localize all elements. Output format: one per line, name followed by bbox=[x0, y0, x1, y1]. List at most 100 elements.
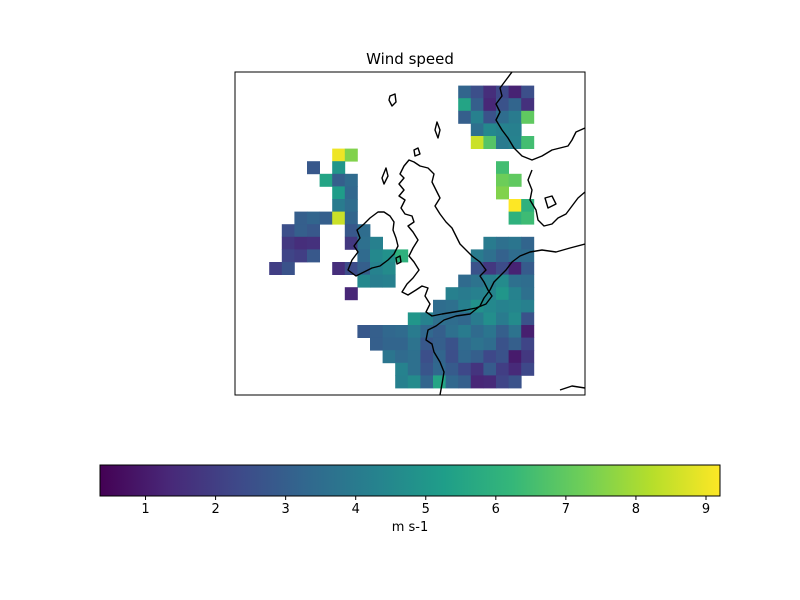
coastline-scandinavia bbox=[495, 72, 585, 161]
grid-cell bbox=[433, 362, 446, 376]
grid-cell bbox=[307, 236, 320, 250]
grid-cell bbox=[382, 249, 396, 263]
grid-cell bbox=[521, 85, 535, 99]
grid-cell bbox=[357, 325, 371, 338]
grid-cell bbox=[521, 337, 535, 351]
grid-cell bbox=[445, 337, 459, 351]
grid-cell bbox=[470, 299, 484, 313]
coastline-hebrides bbox=[381, 167, 389, 185]
grid-cell bbox=[521, 211, 535, 225]
grid-cell bbox=[508, 110, 522, 124]
grid-cell bbox=[508, 337, 522, 351]
grid-cell bbox=[496, 287, 509, 301]
grid-cell bbox=[470, 287, 484, 301]
grid-cell bbox=[407, 337, 421, 351]
grid-cell bbox=[458, 287, 472, 301]
grid-cell bbox=[508, 85, 522, 99]
grid-cell bbox=[458, 362, 472, 376]
grid-cell bbox=[483, 136, 497, 149]
colorbar-label: m s-1 bbox=[392, 520, 429, 535]
grid-cell bbox=[445, 287, 459, 301]
grid-cell bbox=[470, 375, 484, 389]
grid-cell bbox=[407, 362, 421, 376]
colorbar-tick-label: 1 bbox=[141, 502, 149, 517]
grid-cell bbox=[344, 262, 358, 275]
grid-cell bbox=[420, 337, 434, 351]
grid-cell bbox=[382, 262, 396, 275]
grid-cell bbox=[281, 236, 295, 250]
grid-cell bbox=[294, 224, 308, 238]
grid-cell bbox=[521, 136, 535, 149]
grid-cell bbox=[445, 299, 459, 313]
grid-cell bbox=[332, 211, 346, 225]
grid-cell bbox=[496, 136, 509, 149]
grid-cell bbox=[508, 287, 522, 301]
colorbar-tick-label: 9 bbox=[702, 502, 710, 517]
grid-cell bbox=[332, 161, 346, 175]
grid-cell bbox=[483, 249, 497, 263]
grid-cell bbox=[521, 287, 535, 301]
grid-cell bbox=[496, 262, 509, 275]
grid-cell bbox=[382, 325, 396, 338]
grid-cell bbox=[433, 375, 446, 389]
grid-cell bbox=[458, 337, 472, 351]
coastline-baltic bbox=[559, 385, 585, 391]
coastline-isle-of-man bbox=[395, 255, 402, 265]
grid-cell bbox=[470, 123, 484, 137]
grid-cell bbox=[470, 262, 484, 275]
coastline-orkney bbox=[413, 147, 421, 157]
grid-cell bbox=[458, 325, 472, 338]
grid-cell bbox=[445, 362, 459, 376]
colorbar-tick-label: 6 bbox=[492, 502, 500, 517]
grid-cell bbox=[521, 249, 535, 263]
grid-cell bbox=[420, 350, 434, 364]
grid-cell bbox=[319, 173, 333, 187]
coastlines bbox=[347, 72, 585, 395]
grid-cell bbox=[508, 236, 522, 250]
grid-cell bbox=[483, 299, 497, 313]
grid-cell bbox=[496, 325, 509, 338]
grid-cell bbox=[470, 337, 484, 351]
grid-cell bbox=[332, 262, 346, 275]
grid-cell bbox=[458, 98, 472, 112]
grid-cell bbox=[370, 249, 383, 263]
grid-cell bbox=[407, 375, 421, 389]
grid-cell bbox=[420, 375, 434, 389]
grid-cell bbox=[370, 325, 383, 338]
colorbar-tick-label: 3 bbox=[282, 502, 290, 517]
coastline-ireland bbox=[347, 211, 399, 277]
grid-cell bbox=[521, 199, 535, 212]
grid-cell bbox=[370, 262, 383, 275]
grid-cell bbox=[470, 136, 484, 149]
grid-cell bbox=[420, 312, 434, 326]
grid-cell bbox=[521, 110, 535, 124]
grid-cell bbox=[332, 173, 346, 187]
grid-cell bbox=[496, 173, 509, 187]
grid-cell bbox=[294, 236, 308, 250]
grid-cell bbox=[483, 98, 497, 112]
grid-cell bbox=[344, 199, 358, 212]
colorbar-tick-label: 7 bbox=[562, 502, 570, 517]
grid-cell bbox=[357, 274, 371, 288]
grid-cell bbox=[483, 262, 497, 275]
grid-cell bbox=[508, 299, 522, 313]
grid-cell bbox=[269, 262, 283, 275]
grid-cell bbox=[470, 325, 484, 338]
grid-cell bbox=[458, 375, 472, 389]
grid-cell bbox=[307, 211, 320, 225]
grid-cell bbox=[508, 249, 522, 263]
grid-cell bbox=[344, 211, 358, 225]
grid-cell bbox=[344, 224, 358, 238]
coastline-zealand bbox=[544, 195, 557, 209]
grid-cell bbox=[344, 173, 358, 187]
map-title: Wind speed bbox=[366, 50, 454, 68]
grid-cell bbox=[496, 299, 509, 313]
grid-cell bbox=[508, 173, 522, 187]
colorbar-tick-label: 4 bbox=[352, 502, 360, 517]
grid-cell bbox=[433, 325, 446, 338]
grid-cell bbox=[319, 211, 333, 225]
grid-cell bbox=[483, 325, 497, 338]
grid-cell bbox=[470, 110, 484, 124]
grid-cell bbox=[483, 375, 497, 389]
grid-cell bbox=[470, 274, 484, 288]
